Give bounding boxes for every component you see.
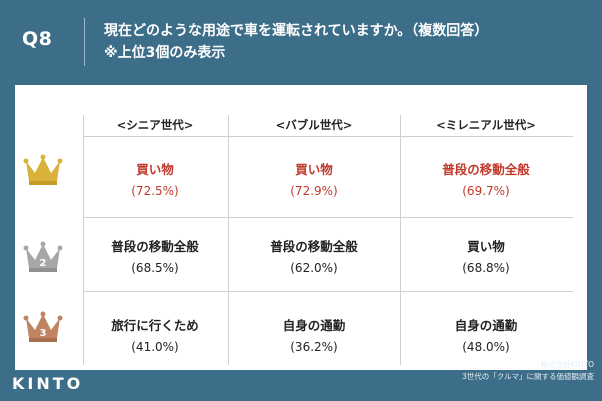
usage-percent: (69.7%): [462, 184, 510, 198]
rank3-millennial: 自身の通勤 (48.0%): [400, 317, 572, 356]
rank3-senior: 旅行に行くため (41.0%): [69, 317, 241, 356]
source-survey: 3世代の「クルマ」に関する価値観調査: [461, 372, 594, 381]
rank1-bubble: 買い物 (72.9%): [228, 161, 400, 200]
usage-percent: (68.5%): [131, 261, 179, 275]
usage-percent: (62.0%): [290, 261, 338, 275]
usage-name: 普段の移動全般: [270, 239, 358, 254]
usage-percent: (68.8%): [462, 261, 510, 275]
column-header-bubble: <バブル世代>: [275, 118, 353, 132]
usage-percent: (41.0%): [131, 340, 179, 354]
rank-3-label: 3: [40, 328, 47, 339]
usage-percent: (36.2%): [290, 340, 338, 354]
usage-name: 旅行に行くため: [111, 318, 199, 333]
usage-name: 買い物: [295, 162, 333, 177]
header-divider: [84, 18, 85, 66]
kinto-logo: KINTO: [12, 374, 84, 393]
question-title-line1: 現在どのような用途で車を運転されていますか。（複数回答）: [104, 23, 489, 39]
row-divider: [83, 136, 573, 137]
usage-name: 普段の移動全般: [442, 162, 530, 177]
rank2-senior: 普段の移動全般 (68.5%): [69, 238, 241, 277]
column-header-millennial: <ミレニアル世代>: [436, 118, 536, 132]
question-title-line2: ※上位3個のみ表示: [104, 45, 226, 61]
usage-name: 買い物: [467, 239, 505, 254]
usage-name: 買い物: [136, 162, 174, 177]
source-company: 株式会社KINTO: [540, 360, 594, 369]
gold-crown-icon: [23, 154, 63, 185]
rank-2-label: 2: [40, 258, 47, 269]
rank2-millennial: 買い物 (68.8%): [400, 238, 572, 277]
bronze-crown-icon: 3: [23, 311, 63, 342]
column-header-senior: <シニア世代>: [116, 118, 194, 132]
column-divider: [400, 115, 401, 365]
results-panel: 2 3 <シニア世代> <バブル世代> <ミレニアル世代> 買い物 (72.5%…: [15, 85, 587, 370]
usage-name: 自身の通勤: [282, 318, 346, 333]
question-number: Q8: [22, 28, 53, 50]
silver-crown-icon: 2: [23, 241, 63, 272]
row-divider: [83, 217, 573, 218]
column-divider: [83, 115, 84, 365]
usage-percent: (48.0%): [462, 340, 510, 354]
usage-percent: (72.5%): [131, 184, 179, 198]
source-credit: 株式会社KINTO 3世代の「クルマ」に関する価値観調査: [462, 359, 594, 383]
question-title: 現在どのような用途で車を運転されていますか。（複数回答） ※上位3個のみ表示: [104, 20, 488, 64]
usage-name: 自身の通勤: [454, 318, 518, 333]
row-divider: [83, 291, 573, 292]
column-divider: [228, 115, 229, 365]
rank3-bubble: 自身の通勤 (36.2%): [228, 317, 400, 356]
rank1-millennial: 普段の移動全般 (69.7%): [400, 161, 572, 200]
usage-percent: (72.9%): [290, 184, 338, 198]
rank2-bubble: 普段の移動全般 (62.0%): [228, 238, 400, 277]
usage-name: 普段の移動全般: [111, 239, 199, 254]
rank1-senior: 買い物 (72.5%): [69, 161, 241, 200]
